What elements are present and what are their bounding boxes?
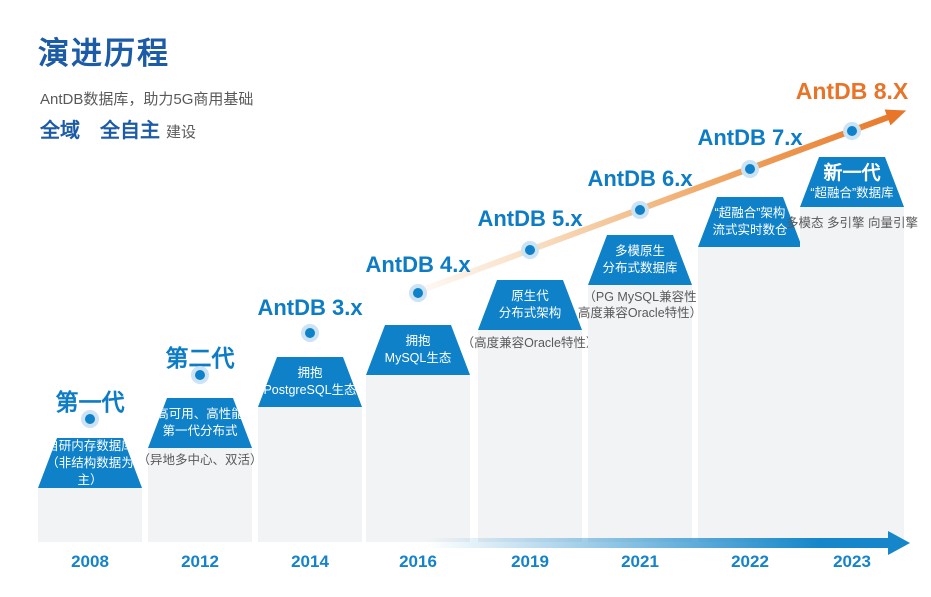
milestone-label: AntDB 7.x [697, 125, 803, 150]
milestone-box-line1: 原生代 [511, 289, 549, 303]
page-subtitle: AntDB数据库，助力5G商用基础 [40, 91, 254, 108]
milestone-box-line1: 拥抱 [297, 366, 323, 380]
milestone-note: 多模态 多引擎 向量引擎 [786, 216, 918, 230]
milestone-box: 高可用、高性能 第一代分布式 [148, 398, 252, 448]
milestone-box: “超融合”架构 流式实时数仓 [698, 197, 802, 247]
column-bar [258, 407, 362, 542]
timeline-dot-icon [195, 370, 205, 380]
milestone-box: 拥抱 MySQL生态 [366, 325, 470, 375]
milestone-box: 拥抱 PostgreSQL生态 [258, 357, 362, 407]
year-label: 2008 [71, 552, 109, 571]
column-bar [588, 285, 692, 542]
milestone-label: AntDB 8.X [795, 78, 909, 104]
milestone-box-line2: 流式实时数仓 [712, 223, 788, 237]
milestone-label: 第一代 [55, 389, 125, 415]
milestone-box-line1: 拥抱 [405, 334, 431, 348]
milestone-box-line2: 第一代分布式 [162, 424, 238, 438]
slogan-strong: 全域 全自主 [40, 120, 160, 142]
milestone-note-line1: （PG MySQL兼容性 [583, 290, 697, 304]
milestone-box-line2: 分布式数据库 [602, 261, 678, 275]
milestone-box-line2: PostgreSQL生态 [263, 383, 357, 397]
slogan: 全域 全自主 建设 [40, 114, 196, 143]
column-bar [366, 375, 470, 542]
milestone-box: 原生代 分布式架构 [478, 280, 582, 330]
year-label: 2014 [291, 552, 329, 571]
page-title: 演进历程 [38, 36, 170, 71]
milestone-label: AntDB 6.x [587, 166, 693, 191]
milestone-column-2016: AntDB 4.x 拥抱 MySQL生态 2016 [365, 0, 471, 597]
timeline-dot-icon [847, 126, 857, 136]
milestone-note: （异地多中心、双活） [137, 453, 263, 467]
year-label: 2021 [621, 552, 659, 571]
timeline-dot-icon [635, 205, 645, 215]
milestone-box: 多模原生 分布式数据库 [588, 235, 692, 285]
milestone-box-line2: “超融合”数据库 [810, 185, 894, 200]
column-bar [38, 488, 142, 542]
milestone-column-2021: AntDB 6.x 多模原生 分布式数据库 （PG MySQL兼容性 高度兼容O… [578, 0, 702, 597]
milestone-box: 自研内存数据库 （非结构数据为主） [38, 438, 142, 488]
column-bar [478, 330, 582, 542]
milestone-column-2019: AntDB 5.x 原生代 分布式架构 （高度兼容Oracle特性） 2019 [462, 0, 599, 597]
column-bar [800, 207, 904, 542]
timeline-dot-icon [413, 288, 423, 298]
milestone-column-2012: 第二代 高可用、高性能 第一代分布式 （异地多中心、双活） 2012 [137, 0, 262, 597]
milestone-box-line1: “超融合”架构 [714, 206, 786, 220]
milestone-column-2014: AntDB 3.x 拥抱 PostgreSQL生态 2014 [257, 0, 363, 597]
year-label: 2023 [833, 552, 871, 571]
year-label: 2022 [731, 552, 769, 571]
timeline-dot-icon [305, 328, 315, 338]
timeline-dot-icon [745, 164, 755, 174]
milestone-note: （PG MySQL兼容性 高度兼容Oracle特性） [578, 289, 702, 321]
milestone-column-2023: AntDB 8.X 新一代 “超融合”数据库 多模态 多引擎 向量引擎 2023 [786, 0, 918, 597]
column-bar [148, 448, 252, 542]
milestone-box-line1: 多模原生 [614, 244, 665, 258]
milestone-label: 第二代 [165, 345, 235, 371]
year-label: 2019 [511, 552, 549, 571]
milestone-box-line2: 分布式架构 [498, 306, 562, 320]
slogan-suffix: 建设 [166, 124, 197, 141]
milestone-column-2008: 第一代 自研内存数据库 （非结构数据为主） 2008 [38, 0, 142, 597]
timeline-arrow-shaft [428, 538, 890, 548]
milestone-box-line1: 自研内存数据库 [46, 438, 134, 453]
milestone-label: AntDB 5.x [477, 206, 583, 231]
timeline-dot-icon [85, 414, 95, 424]
column-bar [698, 247, 802, 542]
year-label: 2016 [399, 552, 437, 571]
milestone-box-line2: （非结构数据为主） [46, 455, 134, 487]
milestone-note-line2: 高度兼容Oracle特性） [577, 306, 703, 320]
milestone-label: AntDB 4.x [365, 252, 471, 277]
milestone-label: AntDB 3.x [257, 295, 363, 320]
year-label: 2012 [181, 552, 219, 571]
milestone-box-line1: 高可用、高性能 [156, 407, 244, 421]
milestone-box: 新一代 “超融合”数据库 [800, 157, 904, 207]
timeline-dot-icon [525, 245, 535, 255]
milestone-box-line2: MySQL生态 [384, 351, 452, 365]
milestone-note: （高度兼容Oracle特性） [461, 336, 599, 350]
milestone-box-line1: 新一代 [823, 162, 881, 184]
milestone-column-2022: AntDB 7.x “超融合”架构 流式实时数仓 2022 [697, 0, 803, 597]
